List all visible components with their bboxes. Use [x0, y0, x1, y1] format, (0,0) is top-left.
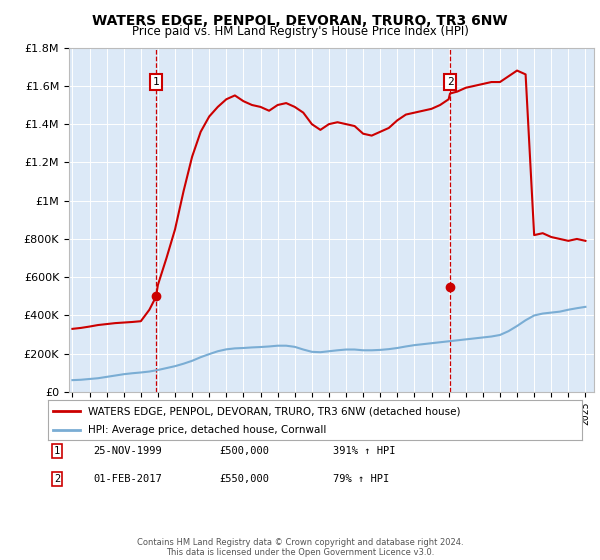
- Text: Price paid vs. HM Land Registry's House Price Index (HPI): Price paid vs. HM Land Registry's House …: [131, 25, 469, 38]
- Text: 2: 2: [54, 474, 60, 484]
- Text: 2: 2: [446, 77, 454, 87]
- Text: 01-FEB-2017: 01-FEB-2017: [93, 474, 162, 484]
- Text: 79% ↑ HPI: 79% ↑ HPI: [333, 474, 389, 484]
- Text: 25-NOV-1999: 25-NOV-1999: [93, 446, 162, 456]
- Text: HPI: Average price, detached house, Cornwall: HPI: Average price, detached house, Corn…: [88, 425, 326, 435]
- Text: £550,000: £550,000: [219, 474, 269, 484]
- Text: 1: 1: [153, 77, 160, 87]
- Text: WATERS EDGE, PENPOL, DEVORAN, TRURO, TR3 6NW: WATERS EDGE, PENPOL, DEVORAN, TRURO, TR3…: [92, 14, 508, 28]
- Text: £500,000: £500,000: [219, 446, 269, 456]
- Text: 1: 1: [54, 446, 60, 456]
- Text: 391% ↑ HPI: 391% ↑ HPI: [333, 446, 395, 456]
- Text: Contains HM Land Registry data © Crown copyright and database right 2024.
This d: Contains HM Land Registry data © Crown c…: [137, 538, 463, 557]
- Text: WATERS EDGE, PENPOL, DEVORAN, TRURO, TR3 6NW (detached house): WATERS EDGE, PENPOL, DEVORAN, TRURO, TR3…: [88, 407, 461, 417]
